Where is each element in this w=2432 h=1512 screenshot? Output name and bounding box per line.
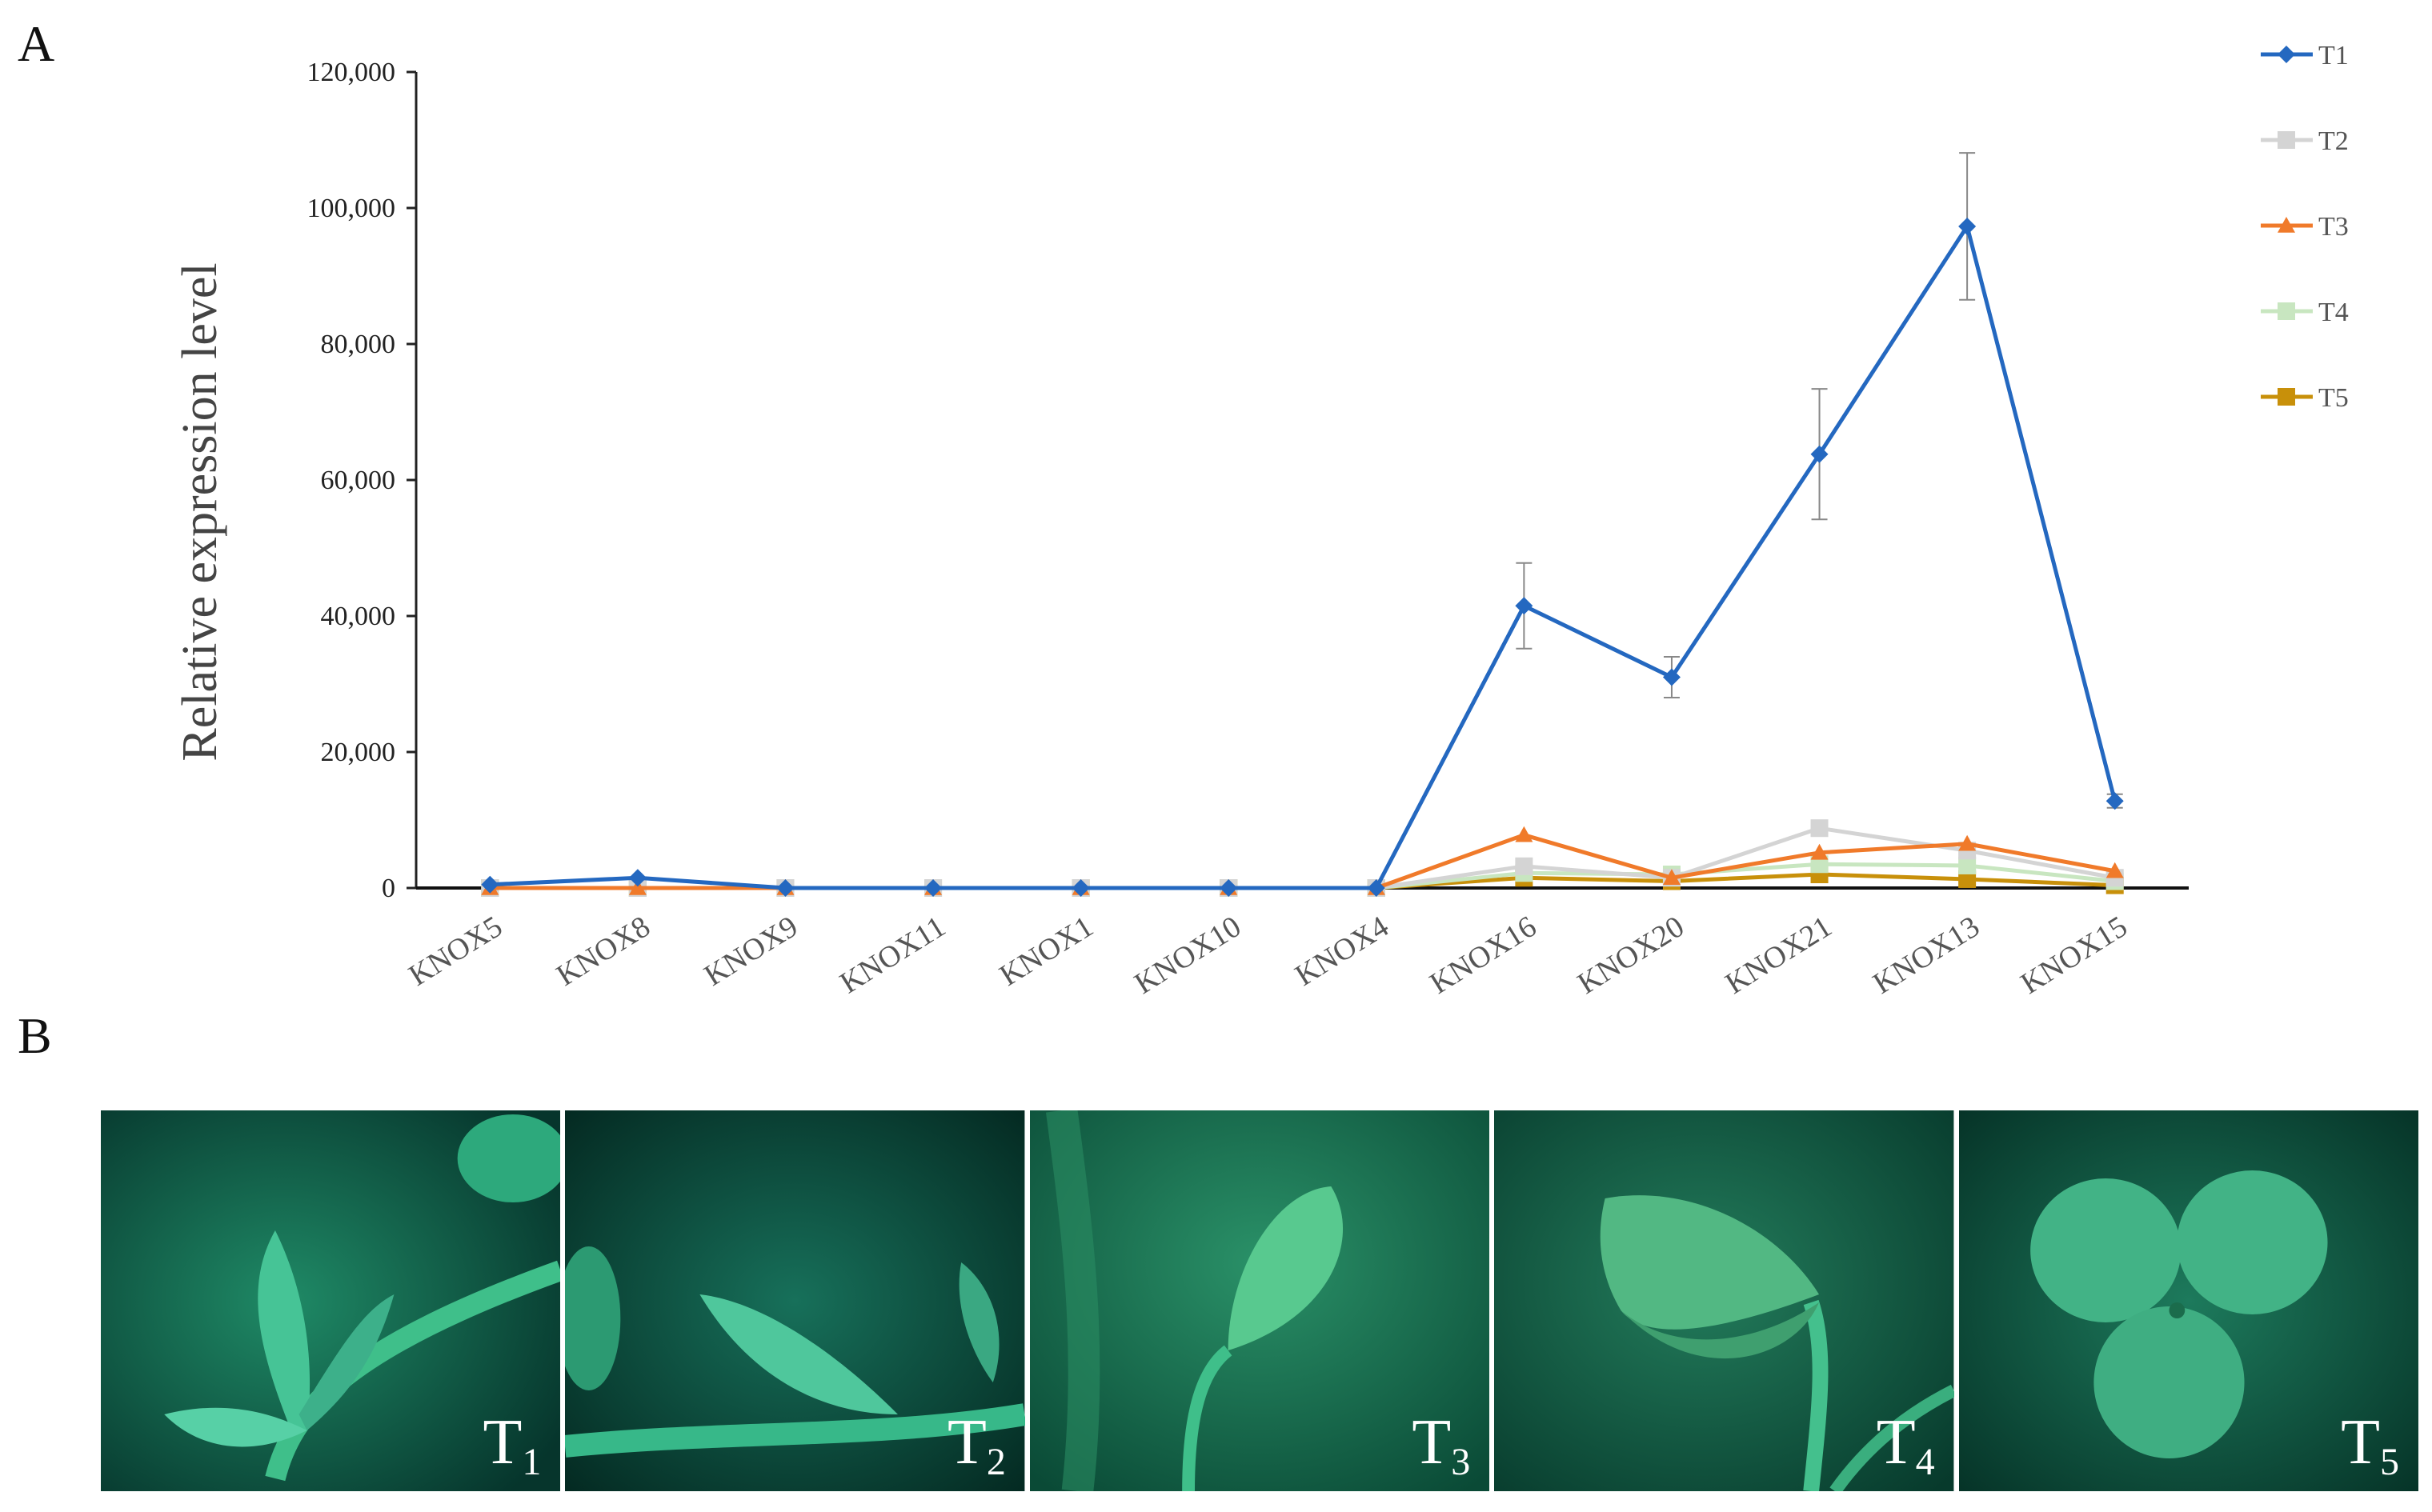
photo-label-t4: T4 [1876, 1407, 1935, 1483]
category-label: KNOX1 [994, 910, 1099, 993]
photo-strip: T1 T2 T3 [101, 1110, 2419, 1491]
y-tick-label: 40,000 [321, 602, 396, 631]
data-point-t1 [1072, 879, 1090, 897]
category-label: KNOX11 [834, 910, 951, 1000]
legend-marker-t2 [2278, 131, 2295, 149]
category-label: KNOX10 [1128, 910, 1247, 1001]
photo-t5: T5 [1958, 1110, 2419, 1491]
photo-t4: T4 [1494, 1110, 1954, 1491]
data-point-t3 [1958, 834, 1977, 851]
data-point-t3 [628, 879, 647, 895]
legend-label-t1: T1 [2318, 41, 2349, 70]
panel-a-letter: A [18, 15, 55, 72]
y-axis-title: Relative expression level [173, 262, 227, 761]
legend-label-t4: T4 [2318, 298, 2349, 327]
legend-label-t2: T2 [2318, 126, 2349, 156]
data-point-t3 [1662, 869, 1681, 886]
data-point-t4 [1810, 855, 1829, 874]
data-point-t3 [2105, 862, 2124, 878]
data-point-t1 [1220, 879, 1238, 897]
seedling-image-t4 [1494, 1110, 1954, 1491]
series-line-t3 [490, 833, 2116, 890]
data-point-t1 [2105, 792, 2124, 810]
y-tick-label: 100,000 [307, 194, 396, 223]
category-label: KNOX8 [551, 910, 655, 993]
category-label: KNOX15 [2015, 910, 2134, 1001]
data-point-t4 [1958, 856, 1977, 874]
category-label: KNOX5 [403, 910, 508, 993]
series-line-t1 [490, 224, 2117, 890]
photo-t1: T1 [101, 1110, 561, 1491]
legend-marker-t5 [2278, 388, 2295, 406]
data-point-t1 [1662, 668, 1681, 686]
photo-label-t5: T5 [2341, 1407, 2400, 1483]
category-label: KNOX21 [1720, 910, 1838, 1001]
data-point-t1 [1810, 445, 1829, 463]
legend-marker-t4 [2278, 302, 2295, 320]
data-point-t2 [1515, 857, 1533, 875]
photo-label-t3: T3 [1412, 1407, 1471, 1483]
category-label: KNOX20 [1572, 910, 1690, 1001]
photo-t2: T2 [565, 1110, 1025, 1491]
legend-label-t3: T3 [2318, 212, 2349, 242]
seedling-image-t1 [101, 1110, 561, 1491]
data-point-t1 [1515, 597, 1533, 615]
photo-label-t2: T2 [947, 1407, 1006, 1483]
seedling-image-t5 [1958, 1110, 2419, 1491]
data-point-t1 [628, 869, 647, 887]
photo-t3: T3 [1029, 1110, 1490, 1491]
data-point-t1 [924, 879, 943, 897]
data-point-t1 [481, 875, 499, 894]
category-label: KNOX4 [1289, 910, 1394, 993]
legend-marker-t3 [2278, 217, 2295, 233]
y-tick-label: 120,000 [307, 58, 396, 87]
legend-marker-t1 [2278, 46, 2295, 63]
seedling-image-t3 [1029, 1110, 1490, 1491]
data-point-t1 [1958, 217, 1977, 235]
category-label: KNOX16 [1424, 910, 1543, 1001]
data-point-t1 [1367, 879, 1385, 897]
data-point-t1 [776, 879, 795, 897]
data-point-t3 [1515, 826, 1533, 842]
category-label: KNOX13 [1867, 910, 1985, 1001]
y-tick-label: 20,000 [321, 738, 396, 767]
series-line-t2 [490, 826, 2116, 890]
category-label: KNOX9 [699, 910, 803, 993]
legend-label-t5: T5 [2318, 383, 2349, 413]
y-tick-label: 0 [382, 874, 395, 903]
seedling-image-t2 [565, 1110, 1025, 1491]
panel-b-letter: B [18, 1007, 52, 1064]
y-tick-label: 60,000 [321, 466, 396, 495]
data-point-t2 [1810, 819, 1829, 838]
photo-label-t1: T1 [483, 1407, 542, 1483]
line-chart: 0 20,000 40,000 60,000 80,000 100,000 120,000 R… [173, 41, 2349, 1001]
data-point-t5 [1958, 870, 1977, 888]
y-tick-label: 80,000 [321, 330, 396, 359]
data-point-t3 [1810, 843, 1829, 860]
